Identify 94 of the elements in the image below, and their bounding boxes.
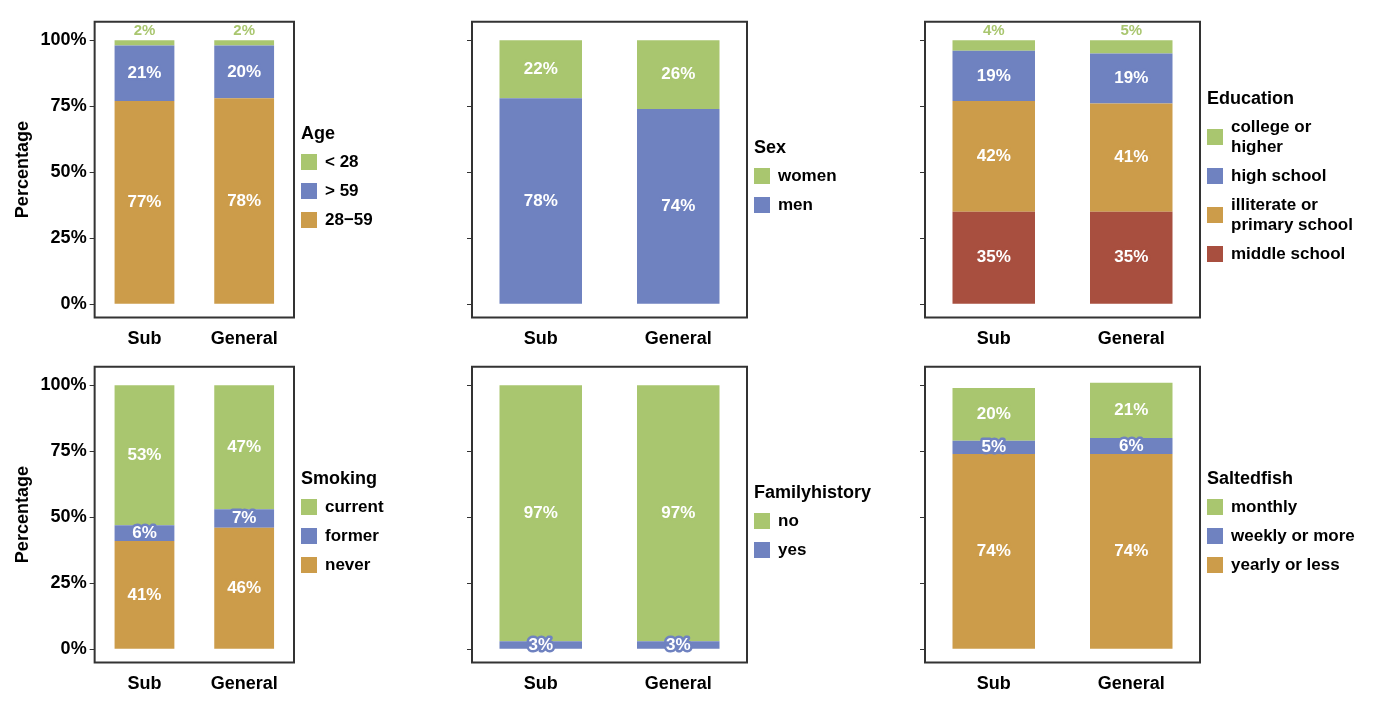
bar: [952, 40, 1035, 51]
y-axis-title: Percentage: [11, 121, 32, 219]
y-axis-title: Percentage: [11, 466, 32, 564]
x-tick-label: Sub: [976, 328, 1011, 349]
y-tick-label: 100%: [40, 374, 87, 395]
data-label: 19%: [1114, 68, 1149, 88]
legend-title: Smoking: [301, 467, 378, 489]
data-label: 78%: [523, 190, 558, 210]
x-tick-label: Sub: [523, 328, 558, 349]
y-tick-label: 25%: [50, 572, 87, 593]
bar: [952, 100, 1035, 212]
bar: [114, 100, 175, 304]
legend-label: yes: [778, 540, 807, 560]
data-label: 35%: [976, 247, 1011, 267]
legend-label: weekly or more: [1231, 525, 1355, 546]
data-label: 5%: [981, 436, 1007, 456]
x-tick-label: General: [1097, 328, 1165, 349]
legend-label: monthly: [1231, 496, 1298, 517]
data-label: 35%: [1114, 247, 1149, 267]
legend-title: Familyhistory: [754, 482, 873, 503]
y-tick-label: 0%: [60, 638, 87, 659]
data-label: 21%: [127, 62, 162, 82]
data-label: 78%: [227, 190, 262, 210]
y-tick-label: 50%: [50, 506, 87, 527]
bar: [1090, 40, 1173, 54]
legend-label: college or higher: [1231, 117, 1313, 157]
data-label: 2%: [233, 21, 255, 39]
data-label: 6%: [1118, 435, 1144, 455]
data-label: 26%: [661, 64, 696, 84]
x-tick-label: Sub: [127, 673, 162, 694]
bar: [114, 40, 175, 46]
legend-label: men: [778, 195, 813, 215]
x-tick-label: General: [644, 673, 712, 694]
x-tick-label: General: [210, 328, 278, 349]
data-label: 41%: [1114, 147, 1149, 167]
legend-title: Saltedfish: [1207, 467, 1295, 489]
data-label: 97%: [523, 502, 558, 522]
data-label: 97%: [661, 502, 696, 522]
bar: [952, 453, 1035, 649]
data-label: 5%: [1120, 21, 1143, 39]
legend-label: former: [325, 525, 379, 546]
y-tick-label: 0%: [60, 293, 87, 314]
y-tick-label: 75%: [50, 95, 87, 116]
data-label: 6%: [132, 522, 157, 542]
data-label: 53%: [127, 444, 162, 464]
y-tick-label: 25%: [50, 227, 87, 248]
legend-label: high school: [1231, 166, 1327, 186]
bar: [1090, 453, 1173, 649]
bar: [214, 98, 275, 304]
legend-label: illiterate or primary school: [1231, 195, 1354, 235]
bar: [1090, 103, 1173, 212]
data-label: 21%: [1114, 400, 1149, 420]
bar: [214, 527, 275, 649]
x-tick-label: Sub: [976, 673, 1011, 694]
data-label: 42%: [976, 146, 1011, 166]
legend-label: current: [325, 496, 384, 517]
legend-title: Age: [301, 122, 336, 144]
legend-label: yearly or less: [1231, 554, 1340, 575]
legend-label: no: [778, 511, 799, 531]
legend-label: > 59: [325, 180, 359, 201]
y-tick-label: 100%: [40, 29, 87, 50]
bar: [114, 385, 175, 526]
bar: [214, 40, 275, 46]
data-label: 41%: [127, 584, 162, 604]
legend-label: women: [778, 166, 837, 186]
y-tick-label: 50%: [50, 161, 87, 182]
data-label: 74%: [661, 195, 696, 215]
x-tick-label: Sub: [523, 673, 558, 694]
data-label: 77%: [127, 192, 162, 212]
bar: [952, 211, 1035, 304]
data-label: 19%: [976, 65, 1011, 85]
legend-label: < 28: [325, 151, 359, 172]
legend-label: 28−59: [325, 209, 373, 230]
bar: [214, 385, 275, 510]
data-label: 46%: [227, 577, 262, 597]
data-label: 74%: [976, 540, 1011, 560]
data-label: 20%: [227, 61, 262, 81]
legend-label: never: [325, 554, 371, 575]
data-label: 7%: [231, 508, 257, 528]
bar: [1090, 211, 1173, 304]
x-tick-label: Sub: [127, 328, 162, 349]
data-label: 4%: [982, 21, 1005, 39]
x-tick-label: General: [210, 673, 278, 694]
data-label: 2%: [133, 21, 156, 39]
y-tick-label: 75%: [50, 440, 87, 461]
data-label: 74%: [1114, 540, 1149, 560]
legend-label: middle school: [1231, 244, 1346, 264]
legend-title: Sex: [754, 137, 788, 158]
data-label: 20%: [976, 403, 1011, 423]
x-tick-label: General: [1097, 673, 1165, 694]
x-tick-label: General: [644, 328, 712, 349]
data-label: 22%: [523, 58, 558, 78]
legend-title: Education: [1207, 88, 1295, 109]
data-label: 47%: [227, 436, 262, 456]
